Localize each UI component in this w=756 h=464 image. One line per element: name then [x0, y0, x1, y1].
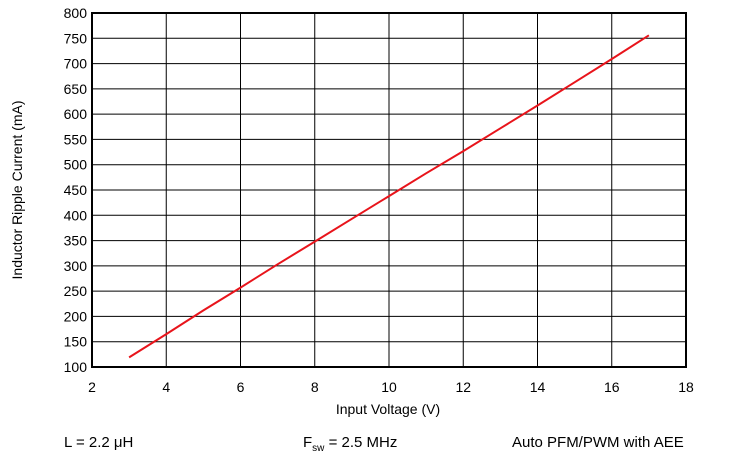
x-tick-label: 12: [455, 379, 471, 395]
x-tick-label: 18: [678, 379, 694, 395]
y-tick-label: 600: [64, 106, 88, 122]
y-tick-label: 550: [64, 131, 88, 147]
y-tick-label: 700: [64, 56, 88, 72]
x-tick-label: 8: [311, 379, 319, 395]
y-tick-label: 300: [64, 258, 88, 274]
y-tick-label: 150: [64, 334, 88, 350]
x-tick-label: 10: [381, 379, 397, 395]
x-tick-label: 4: [162, 379, 170, 395]
y-tick-label: 200: [64, 308, 88, 324]
y-tick-label: 500: [64, 157, 88, 173]
fsw-subscript: sw: [312, 443, 325, 454]
plot-frame: [91, 12, 687, 368]
x-tick-label: 16: [604, 379, 620, 395]
y-axis-label: Inductor Ripple Current (mA): [9, 101, 25, 280]
y-tick-label: 100: [64, 359, 88, 375]
y-tick-labels: 100 150 200 250 300 350 400 450 500 550 600 650 700 7…: [64, 5, 88, 375]
y-tick-label: 650: [64, 81, 88, 97]
y-tick-label: 800: [64, 5, 88, 21]
y-tick-label: 250: [64, 283, 88, 299]
y-tick-label: 400: [64, 207, 88, 223]
grid-lines: [91, 12, 687, 368]
test-conditions: L = 2.2 μH Fsw = 2.5 MHz Auto PFM/PWM wi…: [0, 434, 756, 458]
x-axis-label: Input Voltage (V): [336, 401, 440, 417]
y-tick-label: 450: [64, 182, 88, 198]
x-tick-labels: 2 4 6 8 10 12 14 16 18: [88, 379, 694, 395]
x-tick-label: 6: [237, 379, 245, 395]
mode-condition: Auto PFM/PWM with AEE: [512, 434, 684, 451]
ripple-current-line: [128, 34, 650, 359]
x-tick-label: 14: [530, 379, 546, 395]
y-tick-label: 350: [64, 233, 88, 249]
fsw-symbol: F: [303, 434, 313, 451]
x-tick-label: 2: [88, 379, 96, 395]
fsw-value: = 2.5 MHz: [324, 434, 398, 451]
switching-frequency-condition: Fsw = 2.5 MHz: [303, 434, 397, 454]
y-tick-label: 750: [64, 30, 88, 46]
inductance-condition: L = 2.2 μH: [64, 434, 134, 451]
series-lines: [128, 34, 650, 359]
